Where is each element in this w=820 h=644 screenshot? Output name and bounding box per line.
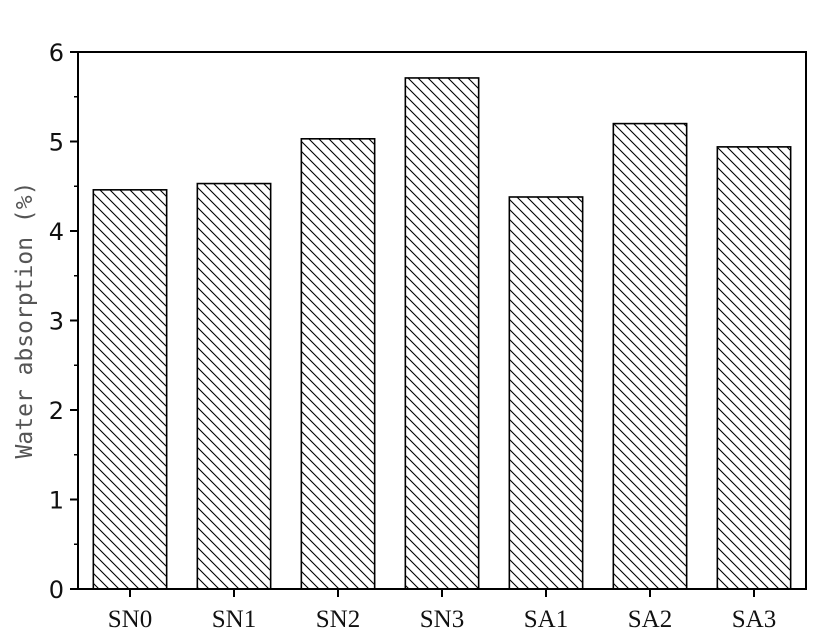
x-tick-label-sa3: SA3 xyxy=(732,606,776,633)
y-tick-label-4: 4 xyxy=(49,218,64,246)
y-tick-label-1: 1 xyxy=(49,487,64,515)
x-tick-label-sn3: SN3 xyxy=(420,606,464,633)
x-axis: SN0 SN1 SN2 SN3 SA1 SA2 SA3 xyxy=(108,589,776,633)
bar-sn2 xyxy=(300,138,376,590)
bars xyxy=(92,77,792,590)
x-tick-label-sa2: SA2 xyxy=(628,606,672,633)
y-tick-label-0: 0 xyxy=(49,576,64,604)
y-axis-title: Water absorption (%) xyxy=(12,182,38,459)
y-tick-label-6: 6 xyxy=(49,39,64,67)
y-tick-label-3: 3 xyxy=(49,308,64,336)
x-tick-label-sn0: SN0 xyxy=(108,606,152,633)
x-tick-label-sn1: SN1 xyxy=(212,606,256,633)
bar-sa2 xyxy=(612,122,688,590)
y-axis: 0 1 2 3 4 5 6 xyxy=(49,39,78,604)
y-tick-label-5: 5 xyxy=(49,129,64,157)
bar-sn1 xyxy=(196,182,272,590)
bar-sa3 xyxy=(716,146,792,590)
bar-sa1 xyxy=(508,196,584,590)
y-tick-label-2: 2 xyxy=(49,397,64,425)
x-tick-label-sa1: SA1 xyxy=(524,606,568,633)
bar-sn0 xyxy=(92,189,168,590)
bar-sn3 xyxy=(404,77,480,590)
x-tick-label-sn2: SN2 xyxy=(316,606,360,633)
